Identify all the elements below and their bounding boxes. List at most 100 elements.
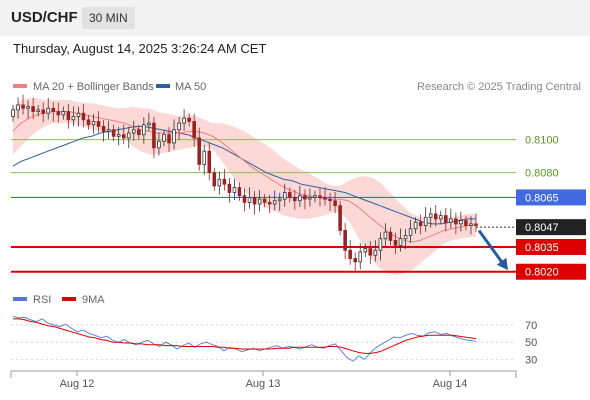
candle-body — [358, 251, 363, 263]
rsi-panel: 70 50 30 — [11, 315, 537, 366]
rsi-tick-50: 50 — [525, 337, 537, 349]
candle-body — [433, 213, 438, 220]
candle-body — [333, 200, 337, 207]
candle-body — [338, 205, 342, 231]
candle-body — [116, 134, 121, 137]
candle-body — [177, 122, 181, 131]
timeframe-button[interactable]: 30 MIN — [82, 7, 135, 29]
current-price-tag — [516, 219, 586, 236]
level-label-0.8080: 0.8080 — [525, 168, 559, 180]
nine-ma-legend-swatch — [62, 297, 76, 301]
candle-body — [66, 111, 71, 121]
candle-body — [288, 192, 292, 198]
candle-body — [398, 238, 403, 246]
level-tag-0.8035 — [516, 238, 586, 255]
candle-body — [137, 129, 141, 136]
candle-body — [16, 104, 20, 111]
ma50-path — [12, 125, 476, 225]
candle-body — [56, 111, 61, 116]
candle-body — [257, 198, 262, 205]
candle-body — [459, 220, 463, 225]
candle-body — [212, 172, 217, 187]
candle-body — [318, 195, 322, 198]
candle-body — [11, 109, 15, 117]
candle-body — [192, 121, 196, 139]
candle-body — [469, 223, 473, 226]
candle-body — [111, 129, 116, 137]
candle-body — [26, 106, 30, 109]
candle-body — [308, 197, 312, 200]
candle-body — [303, 195, 307, 200]
candle-body — [207, 150, 212, 174]
candle-body — [323, 197, 327, 200]
candle-body — [51, 107, 56, 112]
price-levels — [11, 139, 516, 273]
candle-body — [197, 137, 201, 165]
candle-body — [242, 195, 247, 203]
level-label-0.8100: 0.8100 — [525, 135, 559, 147]
x-tick-label: Aug 14 — [433, 378, 468, 390]
candle-body — [418, 221, 423, 226]
ma20-line — [12, 111, 476, 243]
candle-body — [81, 112, 86, 121]
x-tick-label: Aug 12 — [60, 378, 95, 390]
timestamp: Thursday, August 14, 2025 3:26:24 AM CET — [13, 41, 267, 56]
source-credit: Research © 2025 Trading Central — [417, 81, 581, 93]
candle-body — [152, 122, 156, 149]
candle-body — [131, 129, 136, 134]
candle-body — [474, 223, 478, 226]
candle-body — [21, 104, 25, 109]
candle-body — [91, 121, 96, 126]
candle-body — [157, 140, 161, 149]
candle-body — [277, 198, 282, 202]
candle-body — [202, 150, 207, 165]
x-axis: Aug 12 Aug 13 Aug 14 — [10, 370, 517, 390]
nine-ma-legend-label: 9MA — [82, 294, 105, 306]
rsi-line — [12, 315, 477, 362]
candle-body — [106, 129, 111, 132]
rsi-legend: RSI 9MA — [13, 294, 105, 306]
candle-body — [187, 117, 191, 122]
level-label-0.8035: 0.8035 — [525, 242, 559, 254]
level-tag-0.8020 — [516, 263, 586, 280]
candle-body — [76, 112, 81, 117]
candle-body — [454, 218, 458, 225]
candle-body — [438, 215, 443, 220]
candle-body — [272, 200, 277, 205]
legend: MA 20 + Bollinger Bands MA 50 Research ©… — [13, 81, 581, 93]
candle-body — [61, 111, 66, 116]
candle-body — [464, 220, 468, 226]
level-label-0.8065: 0.8065 — [525, 192, 559, 204]
candle-body — [121, 134, 126, 139]
candle-body — [373, 249, 378, 256]
ma20-legend-swatch — [13, 84, 27, 88]
candle-body — [86, 119, 91, 126]
bollinger-band-area — [13, 98, 476, 275]
candle-body — [36, 109, 40, 112]
candle-body — [428, 213, 433, 218]
x-tick-label: Aug 13 — [246, 378, 281, 390]
candle-body — [363, 248, 368, 253]
ma50-legend-swatch — [156, 84, 170, 88]
candle-body — [444, 215, 448, 223]
candle-body — [393, 239, 398, 246]
candle-body — [293, 197, 297, 202]
candle-body — [247, 197, 252, 203]
candle-body — [41, 109, 45, 114]
candle-body — [222, 178, 227, 185]
candle-body — [368, 248, 373, 256]
candle-body — [232, 187, 237, 193]
candle-body — [227, 183, 232, 193]
candle-body — [237, 187, 242, 197]
level-label-0.8020: 0.8020 — [525, 267, 559, 279]
candlesticks — [11, 94, 478, 273]
ma20-path — [12, 111, 476, 243]
candle-body — [31, 106, 35, 112]
candle-body — [71, 116, 76, 121]
candle-body — [298, 195, 302, 202]
candle-body — [217, 178, 222, 187]
candle-body — [413, 221, 418, 230]
candle-body — [282, 192, 287, 200]
rsi-legend-swatch — [13, 297, 27, 301]
